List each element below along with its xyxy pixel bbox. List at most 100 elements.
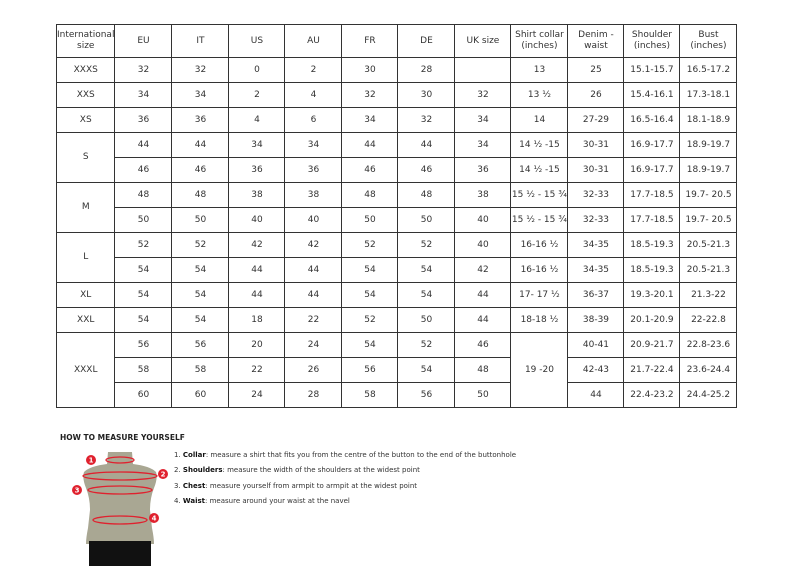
table-cell: 48 xyxy=(114,182,173,208)
table-cell: 6 xyxy=(284,107,343,133)
table-row: 46 46 36 36 46 46 36 14 ½ -15 30-31 16.9-17.7 18.9… xyxy=(57,157,738,183)
table-cell: 36 xyxy=(284,157,343,183)
table-cell: 18.5-19.3 xyxy=(623,257,681,283)
table-cell: 19.7- 20.5 xyxy=(679,182,738,208)
marker-2: 2 xyxy=(161,471,166,479)
table-cell: 2 xyxy=(228,82,286,108)
table-cell: 54 xyxy=(114,257,173,283)
measure-steps: 1. Collar: measure a shirt that fits you… xyxy=(174,451,516,512)
table-row: 58 58 22 26 56 54 48 42-43 21.7-22.4 23.6-24.4 xyxy=(57,357,738,383)
table-cell: 32 xyxy=(454,82,512,108)
table-cell: 46 xyxy=(397,157,456,183)
table-cell: 56 xyxy=(171,332,230,358)
column-header: Shoulder (inches) xyxy=(623,24,681,58)
table-cell: 52 xyxy=(397,332,456,358)
table-cell: XXXS xyxy=(55,57,116,83)
table-cell: 14 ½ -15 xyxy=(510,157,569,183)
table-cell: XXXL xyxy=(55,332,116,408)
table-cell: 16.9-17.7 xyxy=(623,132,681,158)
table-cell: 13 xyxy=(510,57,569,83)
table-cell: 20 xyxy=(228,332,286,358)
table-cell: 42-43 xyxy=(567,357,625,383)
table-cell: 58 xyxy=(171,357,230,383)
column-header: Shirt collar (inches) xyxy=(510,24,569,58)
table-cell: 30 xyxy=(341,57,399,83)
step-waist: 4. Waist: measure around your waist at t… xyxy=(174,496,350,505)
table-cell: 36 xyxy=(171,107,230,133)
measurement-figure: 1 2 3 4 xyxy=(70,448,170,570)
table-cell: 18.9-19.7 xyxy=(679,132,738,158)
table-cell: 56 xyxy=(341,357,399,383)
table-cell: 54 xyxy=(114,282,173,308)
table-cell: 18.5-19.3 xyxy=(623,232,681,258)
table-cell: 50 xyxy=(397,307,456,333)
table-cell: 17.7-18.5 xyxy=(623,182,681,208)
table-cell: XS xyxy=(55,107,116,133)
table-cell: 44 xyxy=(454,282,512,308)
table-cell: 16.5-17.2 xyxy=(679,57,738,83)
table-cell: 20.1-20.9 xyxy=(623,307,681,333)
table-cell: 40 xyxy=(454,232,512,258)
table-cell: 40 xyxy=(284,207,343,233)
table-cell: 14 xyxy=(510,107,569,133)
table-row: 60 60 24 28 58 56 50 44 22.4-23.2 24.4-25.2 xyxy=(57,382,738,408)
table-cell: 38 xyxy=(284,182,343,208)
table-row: 50 50 40 40 50 50 40 15 ½ - 15 ¾ 32-33 17.7-18.5 1… xyxy=(57,207,738,233)
table-cell: 46 xyxy=(341,157,399,183)
table-cell: 4 xyxy=(228,107,286,133)
table-cell: 16.5-16.4 xyxy=(623,107,681,133)
table-cell: 52 xyxy=(114,232,173,258)
table-row: XL 54 54 44 44 54 54 44 17- 17 ½ 36-37 19.3-20.1 21… xyxy=(55,282,738,308)
table-cell: 22 xyxy=(228,357,286,383)
header-row: International size EU IT US AU FR DE UK size Shi… xyxy=(55,24,738,58)
table-cell: XXL xyxy=(55,307,116,333)
table-cell: 44 xyxy=(341,132,399,158)
step-shoulders: 2. Shoulders: measure the width of the s… xyxy=(174,466,420,475)
table-cell: 54 xyxy=(397,282,456,308)
table-cell: 54 xyxy=(341,282,399,308)
table-cell: 40 xyxy=(228,207,286,233)
shorts-shape xyxy=(89,541,151,566)
table-cell: 32-33 xyxy=(567,182,625,208)
table-row: XXXS 32 32 0 2 30 28 13 25 15.1-15.7 16.5-17.2 xyxy=(55,57,738,83)
table-row: S 44 44 34 34 44 44 34 14 ½ -15 30-31 16.9-17.7 18.… xyxy=(55,132,738,183)
table-cell: 17.7-18.5 xyxy=(623,207,681,233)
table-cell: 54 xyxy=(341,257,399,283)
table-cell: 56 xyxy=(397,382,456,408)
table-cell: 50 xyxy=(397,207,456,233)
table-row: 54 54 44 44 54 54 42 16-16 ½ 34-35 18.5-19.3 20.5-… xyxy=(57,257,738,283)
column-header: UK size xyxy=(454,24,512,58)
table-row: XXXL 56 56 20 24 54 52 46 19 -20 40-41 20.9-21.7 22… xyxy=(55,332,738,408)
table-row: XS 36 36 4 6 34 32 34 14 27-29 16.5-16.4 18.1-18.9 xyxy=(55,107,738,133)
torso-shape xyxy=(83,452,157,544)
table-cell: 60 xyxy=(114,382,173,408)
table-cell: 15.1-15.7 xyxy=(623,57,681,83)
table-cell: 30-31 xyxy=(567,157,625,183)
marker-3: 3 xyxy=(75,487,80,495)
column-header: EU xyxy=(114,24,173,58)
table-cell: 22 xyxy=(284,307,343,333)
table-cell: 54 xyxy=(114,307,173,333)
table-cell: 38 xyxy=(454,182,512,208)
table-cell: 34 xyxy=(171,82,230,108)
table-cell: 58 xyxy=(341,382,399,408)
table-cell: 44 xyxy=(567,382,625,408)
table-cell: 48 xyxy=(171,182,230,208)
table-cell: 26 xyxy=(567,82,625,108)
table-row: XXS 34 34 2 4 32 30 32 13 ½ 26 15.4-16.1 17.3-18.1 xyxy=(55,82,738,108)
table-cell: 25 xyxy=(567,57,625,83)
column-header: IT xyxy=(171,24,230,58)
table-cell: 48 xyxy=(341,182,399,208)
table-cell: 22.8-23.6 xyxy=(679,332,738,358)
table-cell: 52 xyxy=(341,232,399,258)
table-cell xyxy=(454,57,512,83)
table-cell: S xyxy=(55,132,116,183)
table-cell: 44 xyxy=(228,282,286,308)
table-cell: 18-18 ½ xyxy=(510,307,569,333)
table-cell: 34-35 xyxy=(567,257,625,283)
table-cell: 36-37 xyxy=(567,282,625,308)
table-cell: 36 xyxy=(228,157,286,183)
table-row: L 52 52 42 42 52 52 40 16-16 ½ 34-35 18.5-19.3 20.5… xyxy=(55,232,738,283)
table-cell: L xyxy=(55,232,116,283)
table-cell: 34 xyxy=(454,132,512,158)
